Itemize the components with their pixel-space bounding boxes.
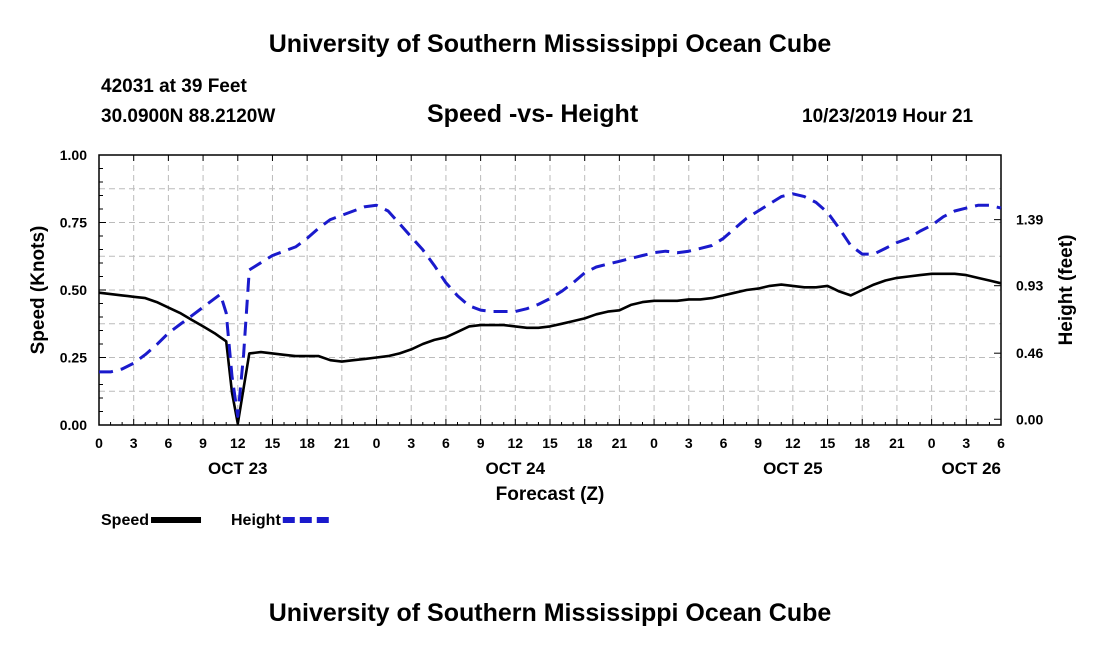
x-tick-label: 15	[542, 435, 558, 451]
x-tick-label: 3	[962, 435, 970, 451]
x-tick-label: 21	[889, 435, 905, 451]
x-tick-label: 18	[854, 435, 870, 451]
chart-title: Speed -vs- Height	[427, 100, 639, 128]
y-tick-label: 0.75	[60, 215, 87, 231]
x-tick-label: 3	[130, 435, 138, 451]
x-tick-label: 6	[164, 435, 172, 451]
x-tick-label: 6	[720, 435, 728, 451]
y2-tick-label: 1.39	[1016, 212, 1043, 228]
x-tick-label: 0	[928, 435, 936, 451]
axis-labels: 0 3 6 9 12 15 18 21 0 3 6 9 12 15 18 21 0 3 6 9 12 15 18 21 0 3 6 O…	[28, 147, 1077, 505]
x-tick-label: 0	[373, 435, 381, 451]
x-tick-label: 18	[299, 435, 315, 451]
y-tick-label: 1.00	[60, 147, 87, 163]
x-tick-label: 6	[997, 435, 1005, 451]
y2-tick-label: 0.93	[1016, 278, 1043, 294]
y2-axis-title: Height (feet)	[1056, 235, 1077, 346]
date-label: OCT 26	[941, 459, 1001, 478]
y2-tick-label: 0.00	[1016, 411, 1043, 427]
legend-label-height: Height	[231, 512, 281, 529]
x-tick-label: 9	[477, 435, 485, 451]
x-tick-label: 12	[508, 435, 524, 451]
page-title: University of Southern Mississippi Ocean…	[268, 30, 832, 58]
forecast-datetime: 10/23/2019 Hour 21	[802, 106, 974, 127]
x-tick-label: 12	[230, 435, 246, 451]
y-axis-title: Speed (Knots)	[28, 226, 49, 355]
x-tick-label: 6	[442, 435, 450, 451]
series-line-speed	[98, 272, 1002, 425]
series-line-height	[99, 192, 1002, 418]
x-tick-label: 3	[685, 435, 693, 451]
x-tick-label: 21	[334, 435, 350, 451]
x-tick-label: 21	[612, 435, 628, 451]
x-tick-label: 18	[577, 435, 593, 451]
x-tick-label: 15	[265, 435, 281, 451]
x-tick-label: 12	[785, 435, 801, 451]
date-label: OCT 25	[763, 459, 823, 478]
y-tick-label: 0.50	[60, 282, 87, 298]
x-tick-label: 3	[407, 435, 415, 451]
y-tick-label: 0.00	[60, 417, 87, 433]
x-tick-label: 0	[95, 435, 103, 451]
y-tick-label: 0.25	[60, 350, 87, 366]
grid	[99, 155, 1001, 425]
x-tick-label: 15	[820, 435, 836, 451]
x-axis-title: Forecast (Z)	[496, 484, 605, 505]
date-label: OCT 23	[208, 459, 268, 478]
footer-title: University of Southern Mississippi Ocean…	[268, 599, 832, 627]
date-label: OCT 24	[486, 459, 546, 478]
legend: Speed Height	[101, 512, 333, 529]
x-tick-label: 9	[199, 435, 207, 451]
axis-ticks	[98, 154, 1002, 426]
x-tick-label: 0	[650, 435, 658, 451]
station-label: 42031 at 39 Feet	[101, 76, 247, 97]
x-tick-label: 9	[754, 435, 762, 451]
legend-label-speed: Speed	[101, 512, 149, 529]
coordinates-label: 30.0900N 88.2120W	[101, 106, 276, 127]
series	[98, 192, 1002, 425]
y2-tick-label: 0.46	[1016, 345, 1043, 361]
